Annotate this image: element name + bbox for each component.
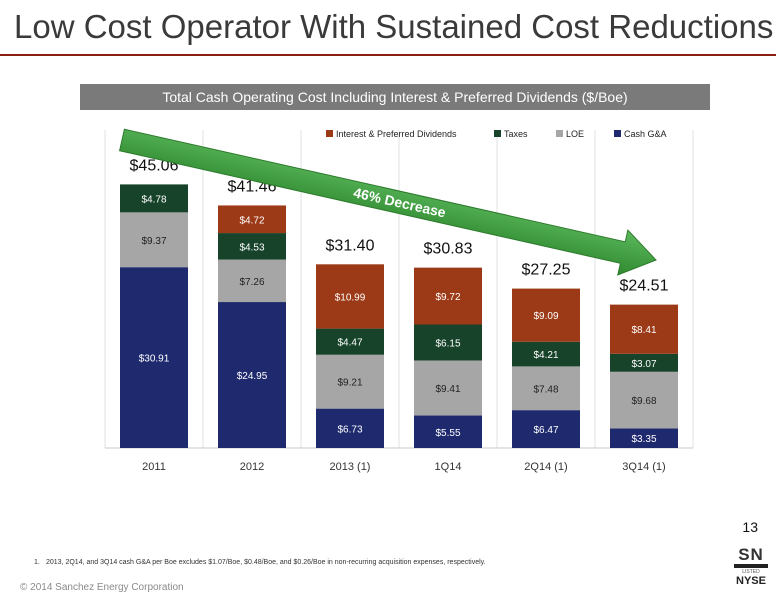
segment-label: $9.37 <box>141 236 166 247</box>
bar-segment <box>316 264 384 329</box>
segment-label: $4.53 <box>239 242 264 253</box>
arrow-shape <box>118 128 657 276</box>
bar-segment <box>120 212 188 268</box>
x-tick-label: 2011 <box>142 461 166 473</box>
title-divider <box>0 54 776 56</box>
bar-segment <box>414 267 482 325</box>
segment-label: $7.48 <box>533 384 558 395</box>
segment-label: $10.99 <box>335 292 366 303</box>
segment-label: $4.21 <box>533 350 558 361</box>
bar-segment <box>610 304 678 354</box>
segment-label: $3.07 <box>631 359 656 370</box>
legend-swatch <box>556 130 563 137</box>
total-label: $24.51 <box>620 278 669 295</box>
legend-swatch <box>326 130 333 137</box>
logo-listed: LISTED <box>742 569 760 575</box>
segment-label: $9.21 <box>337 378 362 389</box>
page-title: Low Cost Operator With Sustained Cost Re… <box>14 8 774 45</box>
bar-segment <box>512 366 580 411</box>
segment-label: $3.35 <box>631 434 656 445</box>
bar-segment <box>512 410 580 448</box>
decrease-arrow: 46% Decrease <box>118 128 657 276</box>
logo-bar <box>734 564 768 568</box>
segment-label: $5.55 <box>435 428 460 439</box>
segment-label: $4.78 <box>141 194 166 205</box>
legend-swatch <box>494 130 501 137</box>
segment-label: $24.95 <box>237 371 268 382</box>
total-label: $27.25 <box>522 262 571 279</box>
stacked-bar-chart: $30.91 $9.37 $4.78 $24.95 $7.26 $4.53 $4.72 $6.… <box>104 128 694 473</box>
segment-label: $30.91 <box>139 354 170 365</box>
total-label: $31.40 <box>326 237 375 254</box>
segment-label: $4.72 <box>239 215 264 226</box>
bar-segment <box>120 184 188 213</box>
segment-label: $4.47 <box>337 338 362 349</box>
x-tick-label: 2Q14 (1) <box>524 461 567 473</box>
bar-segment <box>120 267 188 448</box>
legend-entry: Cash G&A <box>624 129 667 139</box>
copyright: © 2014 Sanchez Energy Corporation <box>20 582 184 593</box>
total-label: $30.83 <box>424 241 473 258</box>
bar-segment <box>414 360 482 416</box>
company-logo: SN LISTED NYSE <box>734 545 768 591</box>
bar-segment <box>218 233 286 260</box>
segment-label: $6.73 <box>337 424 362 435</box>
bar-segment <box>316 408 384 448</box>
legend-entry: LOE <box>566 129 584 139</box>
page-number: 13 <box>742 519 758 535</box>
segment-label: $7.26 <box>239 277 264 288</box>
segment-label: $9.41 <box>435 384 460 395</box>
segment-label: $9.09 <box>533 311 558 322</box>
bar-segment <box>414 324 482 361</box>
bar-segment <box>414 415 482 448</box>
segment-label: $6.47 <box>533 425 558 436</box>
bar-segment <box>610 371 678 429</box>
x-tick-label: 2013 (1) <box>330 461 371 473</box>
bar-segment <box>316 328 384 355</box>
x-tick-label: 2012 <box>240 461 264 473</box>
segment-label: $9.72 <box>435 292 460 303</box>
footnote: 2013, 2Q14, and 3Q14 cash G&A per Boe ex… <box>46 559 486 566</box>
x-tick-label: 1Q14 <box>435 461 462 473</box>
bar-segment <box>512 341 580 367</box>
legend-swatch <box>614 130 621 137</box>
bar-segment <box>610 353 678 372</box>
bar-segment <box>512 288 580 342</box>
segment-label: $9.68 <box>631 396 656 407</box>
logo-exchange: NYSE <box>736 575 766 587</box>
bar-segment <box>218 205 286 234</box>
bar-segment <box>218 259 286 303</box>
bar-segment <box>610 428 678 448</box>
legend-entry: Taxes <box>504 129 528 139</box>
footnote-number: 1. <box>34 559 40 566</box>
bar-segment <box>316 354 384 409</box>
legend-entry: Interest & Preferred Dividends <box>336 129 457 139</box>
segment-label: $8.41 <box>631 325 656 336</box>
logo-ticker: SN <box>738 545 764 564</box>
chart-title: Total Cash Operating Cost Including Inte… <box>80 84 710 110</box>
x-tick-label: 3Q14 (1) <box>622 461 665 473</box>
segment-label: $6.15 <box>435 338 460 349</box>
annotation-text: 46% Decrease <box>352 184 448 220</box>
bar-segment <box>218 302 286 448</box>
